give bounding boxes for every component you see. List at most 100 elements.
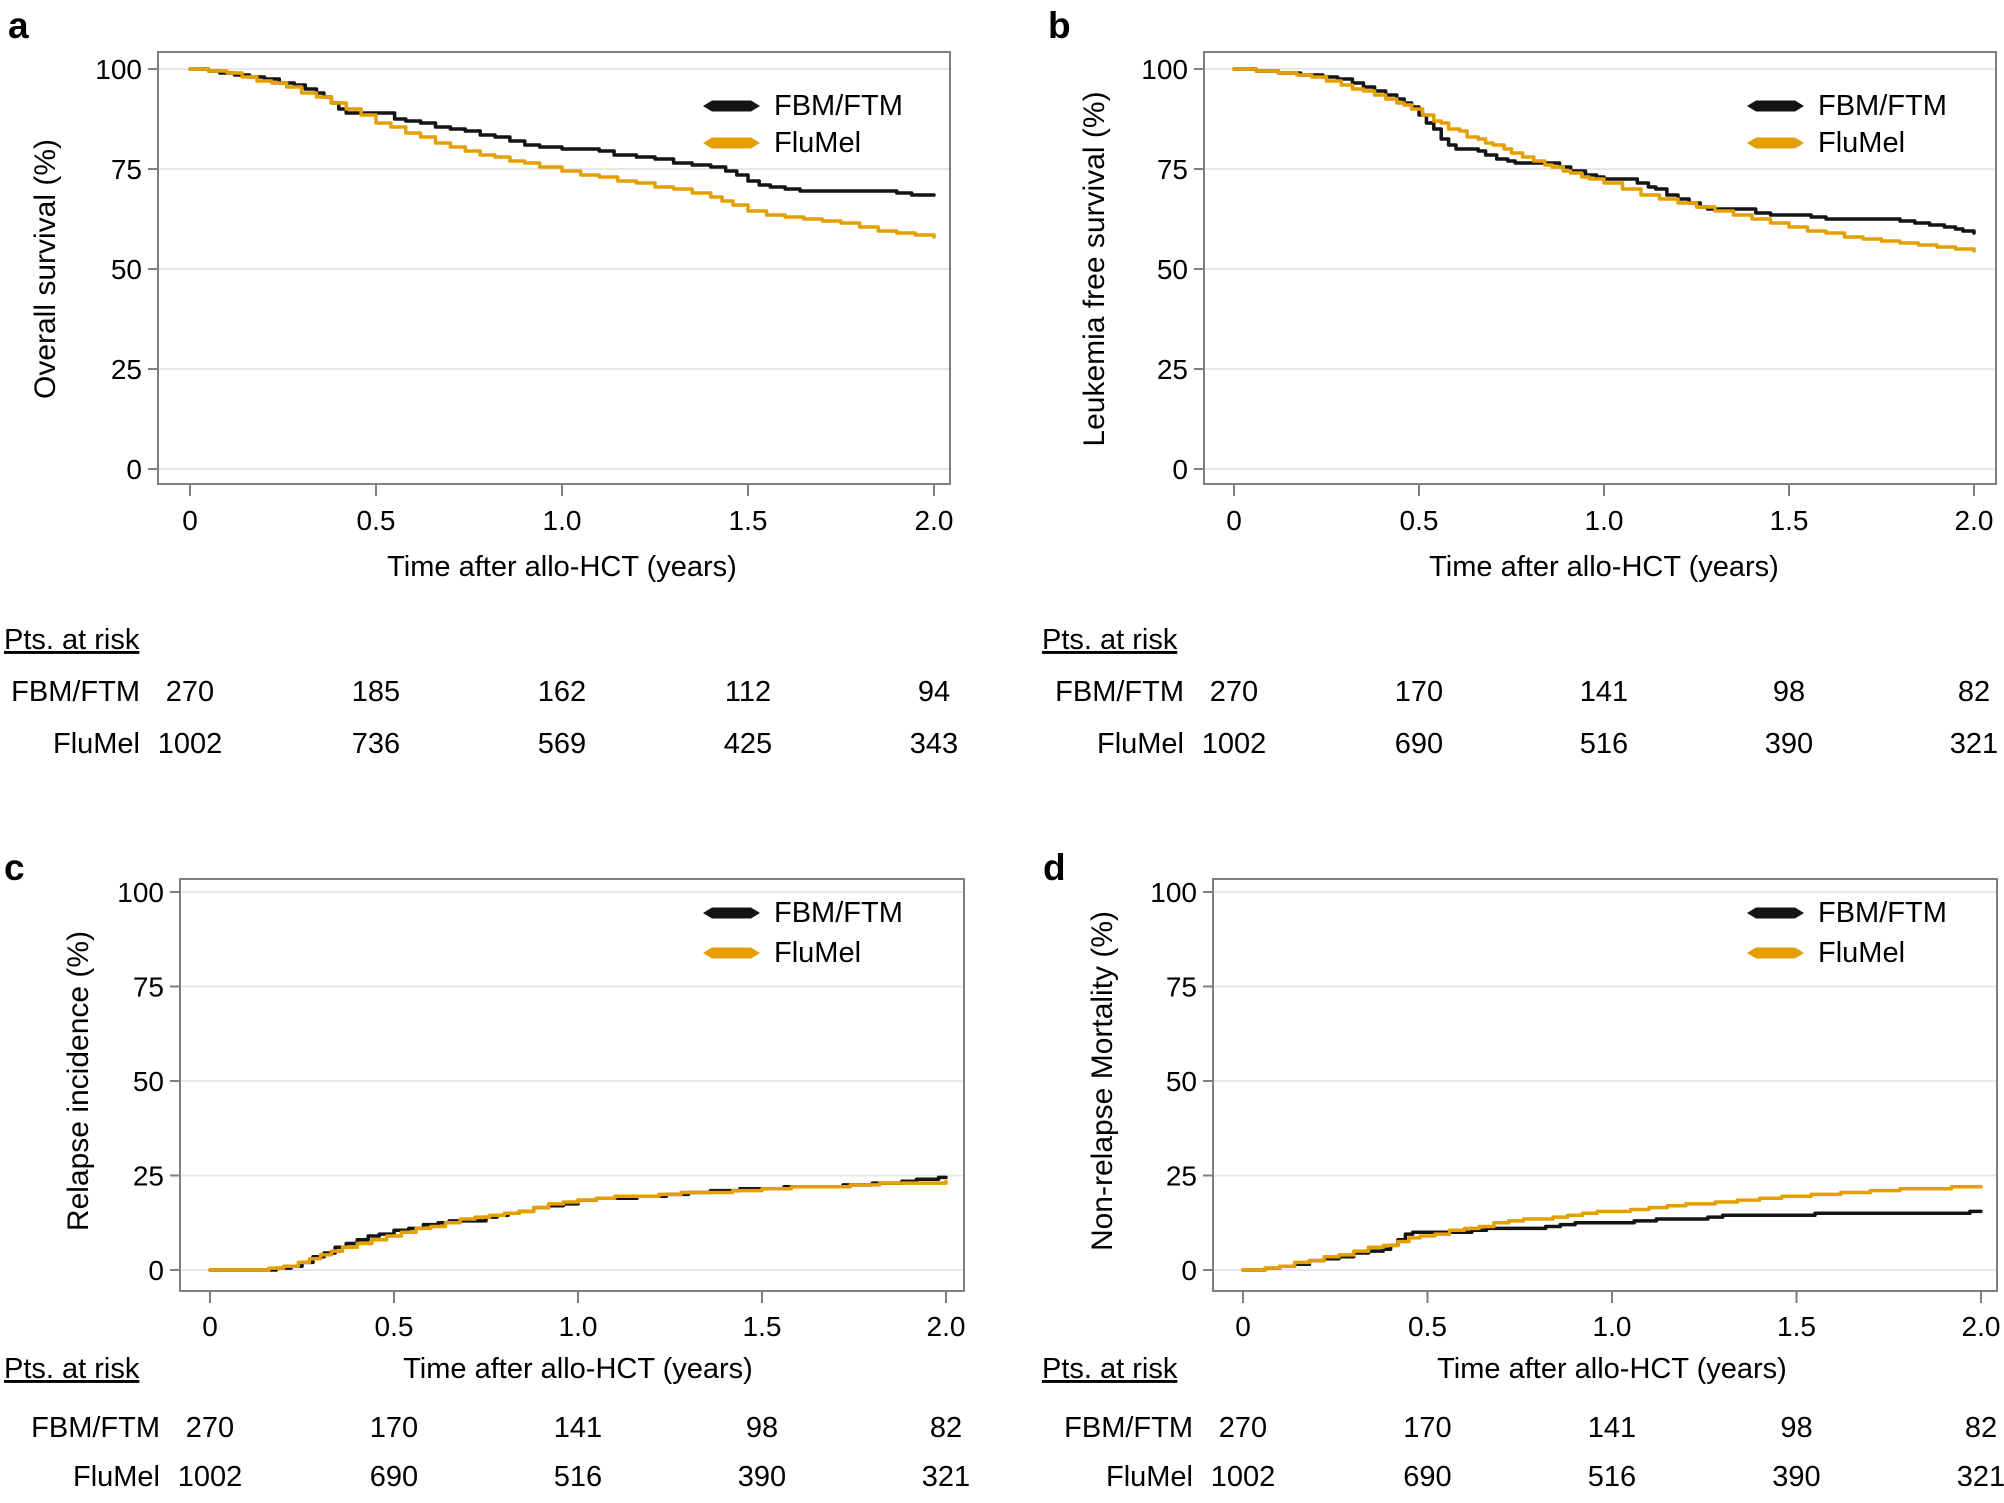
plot-border [179, 878, 965, 1292]
at-risk-value: 516 [1588, 1461, 1636, 1493]
fbm-ftm-legend-swatch [1747, 907, 1804, 919]
at-risk-value: 390 [738, 1461, 786, 1493]
at-risk-value: 390 [1765, 728, 1813, 760]
x-tick-label: 1.0 [1585, 505, 1624, 536]
at-risk-value: 94 [918, 676, 950, 708]
at-risk-value: 516 [554, 1461, 602, 1493]
x-tick-label: 1.5 [729, 505, 768, 536]
legend-label: FluMel [774, 937, 861, 969]
at-risk-value: 690 [1403, 1461, 1451, 1493]
at-risk-value: 270 [1219, 1412, 1267, 1444]
at-risk-value: 1002 [1202, 728, 1267, 760]
at-risk-value: 321 [1950, 728, 1998, 760]
y-tick-label: 0 [148, 1255, 164, 1286]
at-risk-value: 690 [1395, 728, 1443, 760]
panel-letter: a [8, 5, 29, 46]
y-tick-label: 100 [95, 54, 142, 85]
y-tick-label: 100 [1150, 877, 1197, 908]
at-risk-value: 185 [352, 676, 400, 708]
flumel-curve [1232, 67, 1976, 253]
at-risk-row-label: FBM/FTM [1055, 676, 1184, 708]
y-tick-label: 25 [133, 1161, 164, 1192]
at-risk-value: 1002 [158, 728, 223, 760]
at-risk-row-label: FBM/FTM [31, 1412, 160, 1444]
x-tick-label: 1.5 [1777, 1311, 1816, 1342]
x-axis-title: Time after allo-HCT (years) [387, 551, 737, 583]
x-tick-label: 0 [182, 505, 198, 536]
at-risk-value: 170 [1403, 1412, 1451, 1444]
legend-label: FBM/FTM [1818, 90, 1947, 122]
flumel-legend-swatch [1747, 137, 1804, 149]
fbm-ftm-legend-swatch [703, 100, 760, 112]
y-tick-label: 100 [117, 877, 164, 908]
panel-letter: c [4, 850, 25, 888]
at-risk-value: 690 [370, 1461, 418, 1493]
plot-border [1212, 878, 1998, 1292]
at-risk-value: 98 [1773, 676, 1805, 708]
x-tick-label: 2.0 [1962, 1311, 2001, 1342]
at-risk-value: 270 [1210, 676, 1258, 708]
panel-chart-d: d 0 25 50 75 100 0 0.5 1.0 1.5 2.0 FBM/FTM FluMel Tim… [1042, 850, 2004, 1493]
y-axis-title: Non-relapse Mortality (%) [1086, 911, 1119, 1251]
at-risk-value: 98 [1780, 1412, 1812, 1444]
flumel-curve [1241, 1185, 1983, 1272]
at-risk-row-label: FluMel [53, 728, 140, 760]
at-risk-value: 170 [370, 1412, 418, 1444]
pts-at-risk-header: Pts. at risk [1042, 1353, 1178, 1385]
y-tick-label: 50 [133, 1066, 164, 1097]
y-tick-label: 100 [1141, 54, 1188, 85]
flumel-curve [208, 1179, 948, 1272]
y-tick-label: 25 [1166, 1161, 1197, 1192]
panel-letter: b [1048, 5, 1071, 46]
at-risk-value: 170 [1395, 676, 1443, 708]
at-risk-value: 141 [1580, 676, 1628, 708]
x-tick-label: 0 [202, 1311, 218, 1342]
y-tick-label: 0 [1172, 454, 1188, 485]
x-tick-label: 0.5 [1400, 505, 1439, 536]
at-risk-value: 270 [186, 1412, 234, 1444]
x-tick-label: 2.0 [927, 1311, 966, 1342]
at-risk-row-label: FluMel [1106, 1461, 1193, 1493]
at-risk-value: 82 [1965, 1412, 1997, 1444]
legend-label: FluMel [774, 127, 861, 159]
at-risk-row-label: FBM/FTM [11, 676, 140, 708]
y-axis-title: Overall survival (%) [29, 139, 62, 399]
fbm-ftm-curve [1232, 67, 1976, 235]
y-tick-label: 75 [1157, 154, 1188, 185]
x-tick-label: 2.0 [915, 505, 954, 536]
x-tick-label: 0 [1235, 1311, 1251, 1342]
y-axis-title: Leukemia free survival (%) [1078, 91, 1111, 446]
at-risk-value: 1002 [178, 1461, 243, 1493]
pts-at-risk-header: Pts. at risk [4, 1353, 140, 1385]
at-risk-value: 112 [725, 676, 771, 708]
flumel-legend-swatch [703, 947, 760, 959]
y-tick-label: 75 [133, 972, 164, 1003]
y-tick-label: 50 [1157, 254, 1188, 285]
at-risk-value: 141 [1588, 1412, 1636, 1444]
at-risk-row-label: FluMel [73, 1461, 160, 1493]
flumel-curve [188, 67, 936, 239]
x-axis-title: Time after allo-HCT (years) [1437, 1353, 1787, 1385]
at-risk-value: 321 [922, 1461, 970, 1493]
y-tick-label: 0 [1181, 1255, 1197, 1286]
x-tick-label: 1.5 [1770, 505, 1809, 536]
pts-at-risk-header: Pts. at risk [4, 624, 140, 656]
flumel-legend-swatch [1747, 947, 1804, 959]
at-risk-value: 270 [166, 676, 214, 708]
plot-border [157, 51, 951, 485]
x-tick-label: 0 [1226, 505, 1242, 536]
at-risk-value: 162 [538, 676, 586, 708]
x-tick-label: 0.5 [375, 1311, 414, 1342]
x-axis-title: Time after allo-HCT (years) [403, 1353, 753, 1385]
y-tick-label: 50 [111, 254, 142, 285]
y-tick-label: 75 [1166, 972, 1197, 1003]
at-risk-value: 569 [538, 728, 586, 760]
panel-letter: d [1043, 850, 1066, 888]
fbm-ftm-curve [188, 67, 936, 197]
at-risk-value: 82 [1958, 676, 1990, 708]
legend-label: FBM/FTM [1818, 897, 1947, 929]
legend-label: FBM/FTM [774, 90, 903, 122]
at-risk-value: 82 [930, 1412, 962, 1444]
panel-chart-a: a 0 25 50 75 100 0 0.5 1.0 1.5 2.0 FBM/FTM FluMel Tim… [4, 5, 958, 760]
